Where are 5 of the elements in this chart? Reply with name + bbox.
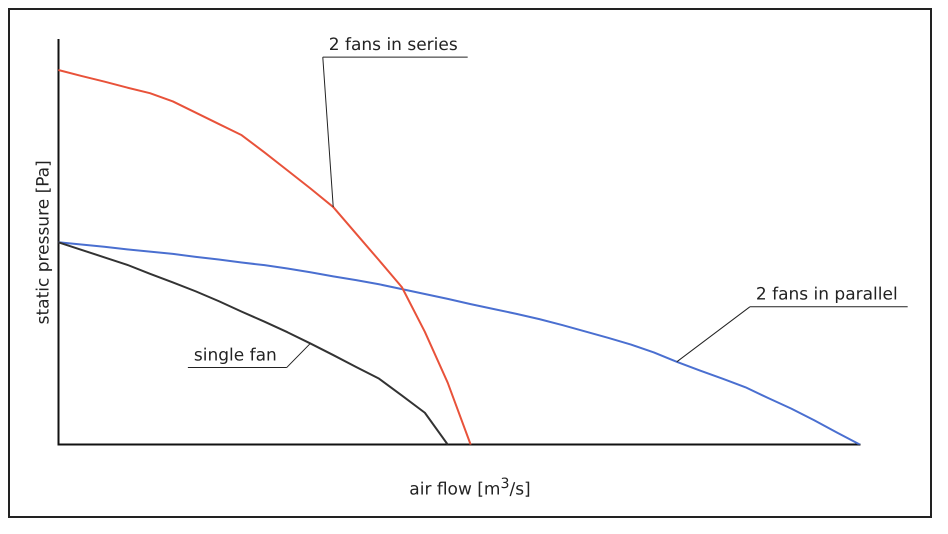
y-axis-title: static pressure [Pa] [34, 160, 54, 324]
text: 2 fans in parallel [756, 284, 898, 305]
x-axis-title: air flow [m$^{3}$/s] [408, 476, 532, 500]
series-label: single fan [194, 345, 277, 366]
text: 2 fans in series [328, 35, 458, 56]
